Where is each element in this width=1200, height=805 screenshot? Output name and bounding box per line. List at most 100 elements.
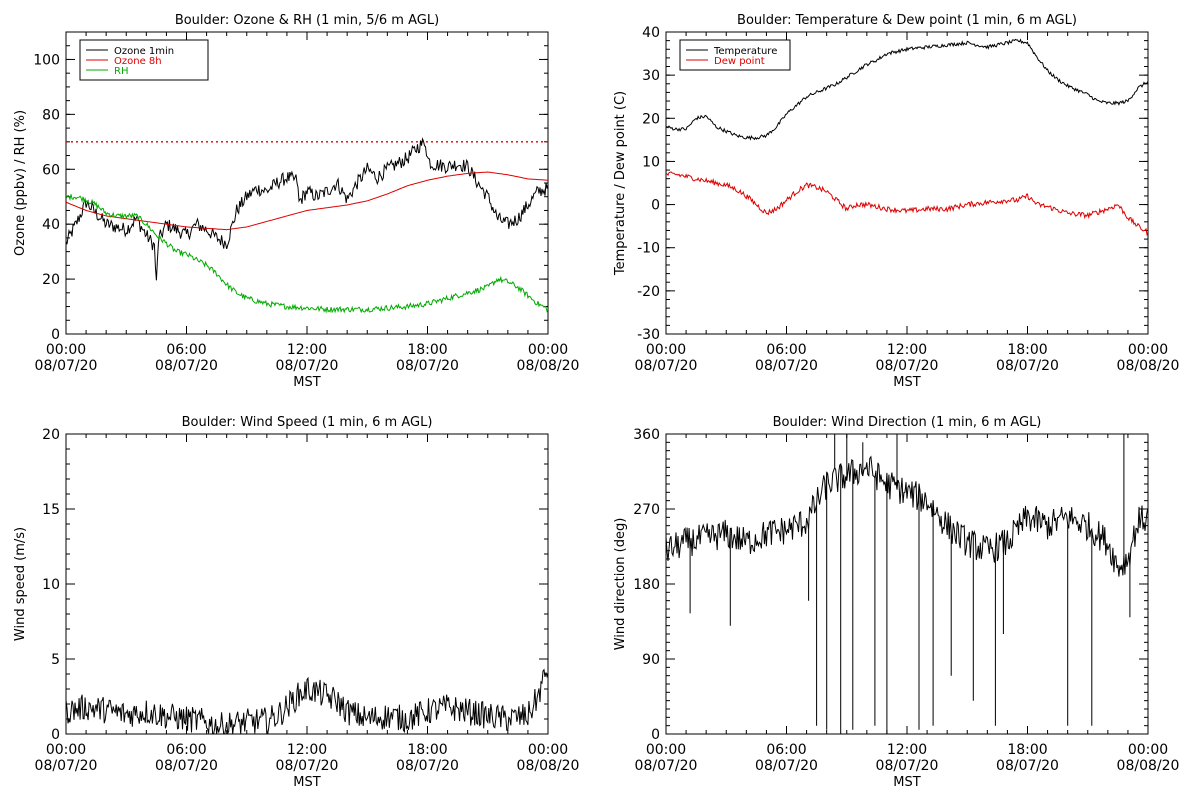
y-axis-label: Wind speed (m/s) <box>13 527 28 641</box>
y-axis-label: Ozone (ppbv) / RH (%) <box>13 110 28 256</box>
plot-area <box>66 668 548 734</box>
y-tick-label: 180 <box>633 577 660 593</box>
series-line-0 <box>66 137 548 281</box>
x-tick-date-label: 08/07/20 <box>996 758 1059 774</box>
y-tick-label: 40 <box>42 217 60 233</box>
x-axis-label: MST <box>293 375 320 390</box>
x-tick-label: 06:00 <box>766 342 806 358</box>
x-tick-label: 06:00 <box>166 342 206 358</box>
x-tick-date-label: 08/07/20 <box>876 358 939 374</box>
plot-area <box>66 137 548 314</box>
series-line-0 <box>66 668 548 734</box>
chart-panel-0: Boulder: Ozone & RH (1 min, 5/6 m AGL)00… <box>13 13 579 390</box>
y-tick-label: 60 <box>42 162 60 178</box>
x-tick-label: 00:00 <box>46 742 86 758</box>
chart-title: Boulder: Ozone & RH (1 min, 5/6 m AGL) <box>175 13 439 28</box>
x-tick-label: 00:00 <box>646 342 686 358</box>
legend-label: Temperature <box>713 46 777 57</box>
series-line-2 <box>66 194 548 314</box>
x-tick-label: 00:00 <box>646 742 686 758</box>
chart-panel-2: Boulder: Wind Speed (1 min, 6 m AGL) 00:0… <box>13 415 579 790</box>
series-line-1 <box>666 171 1148 237</box>
y-tick-label: 40 <box>642 25 660 41</box>
legend-label: Ozone 1min <box>114 46 174 57</box>
x-tick-date-label: 08/08/20 <box>1117 758 1180 774</box>
x-tick-label: 12:00 <box>287 742 327 758</box>
y-tick-label: 10 <box>642 154 660 170</box>
y-tick-label: 5 <box>51 652 60 668</box>
y-tick-label: 10 <box>42 577 60 593</box>
plot-area <box>666 38 1148 237</box>
legend-label: RH <box>114 66 128 77</box>
legend-box <box>679 39 791 71</box>
y-tick-label: -30 <box>637 327 660 343</box>
x-tick-date-label: 08/07/20 <box>35 358 98 374</box>
y-tick-label: 80 <box>42 107 60 123</box>
chart-title: Boulder: Wind Direction (1 min, 6 m AGL) <box>773 415 1042 430</box>
y-tick-label: 90 <box>642 652 660 668</box>
x-tick-date-label: 08/07/20 <box>876 758 939 774</box>
y-tick-label: 0 <box>651 198 660 214</box>
x-tick-label: 00:00 <box>1128 342 1168 358</box>
x-tick-date-label: 08/07/20 <box>996 358 1059 374</box>
x-tick-label: 12:00 <box>887 342 927 358</box>
x-tick-label: 18:00 <box>407 742 447 758</box>
y-tick-label: -10 <box>637 241 660 257</box>
y-tick-label: 0 <box>651 727 660 743</box>
y-tick-label: 20 <box>642 111 660 127</box>
chart-panel-1: Boulder: Temperature & Dew point (1 min,… <box>613 13 1179 390</box>
x-tick-date-label: 08/07/20 <box>396 758 459 774</box>
x-tick-date-label: 08/08/20 <box>1117 358 1180 374</box>
x-tick-label: 06:00 <box>766 742 806 758</box>
x-axis-label: MST <box>293 775 320 790</box>
legend-label: Ozone 8h <box>114 56 162 67</box>
x-tick-label: 18:00 <box>1007 742 1047 758</box>
x-tick-date-label: 08/07/20 <box>155 358 218 374</box>
y-tick-label: 30 <box>642 68 660 84</box>
series-line-1 <box>66 171 548 231</box>
chart-panel-3: Boulder: Wind Direction (1 min, 6 m AGL)… <box>613 415 1179 790</box>
series-line-0 <box>666 38 1148 141</box>
y-tick-label: 20 <box>42 427 60 443</box>
y-tick-label: 0 <box>51 327 60 343</box>
x-tick-date-label: 08/07/20 <box>635 358 698 374</box>
x-tick-label: 00:00 <box>528 742 568 758</box>
y-tick-label: 20 <box>42 272 60 288</box>
x-tick-label: 18:00 <box>1007 342 1047 358</box>
y-tick-label: 270 <box>633 502 660 518</box>
legend-label: Dew point <box>714 56 765 67</box>
plot-frame <box>665 433 1149 735</box>
y-tick-label: -20 <box>637 284 660 300</box>
x-tick-date-label: 08/08/20 <box>517 358 580 374</box>
x-tick-label: 12:00 <box>887 742 927 758</box>
x-tick-date-label: 08/07/20 <box>276 358 339 374</box>
series-line-0 <box>666 434 1148 734</box>
y-axis-label: Wind direction (deg) <box>613 518 628 651</box>
x-tick-date-label: 08/07/20 <box>755 358 818 374</box>
y-axis-label: Temperature / Dew point (C) <box>613 91 628 276</box>
x-tick-label: 00:00 <box>46 342 86 358</box>
x-tick-date-label: 08/07/20 <box>276 758 339 774</box>
y-tick-label: 100 <box>33 52 60 68</box>
x-tick-label: 00:00 <box>528 342 568 358</box>
plot-area <box>666 434 1148 734</box>
x-tick-date-label: 08/07/20 <box>635 758 698 774</box>
x-axis-label: MST <box>893 375 920 390</box>
x-tick-date-label: 08/08/20 <box>517 758 580 774</box>
y-tick-label: 360 <box>633 427 660 443</box>
x-tick-date-label: 08/07/20 <box>396 358 459 374</box>
x-tick-date-label: 08/07/20 <box>35 758 98 774</box>
x-tick-date-label: 08/07/20 <box>155 758 218 774</box>
x-tick-date-label: 08/07/20 <box>755 758 818 774</box>
x-tick-label: 00:00 <box>1128 742 1168 758</box>
x-tick-label: 18:00 <box>407 342 447 358</box>
y-tick-label: 0 <box>51 727 60 743</box>
y-tick-label: 15 <box>42 502 60 518</box>
chart-title: Boulder: Temperature & Dew point (1 min,… <box>737 13 1077 28</box>
x-tick-label: 06:00 <box>166 742 206 758</box>
x-tick-label: 12:00 <box>287 342 327 358</box>
chart-title: Boulder: Wind Speed (1 min, 6 m AGL) <box>182 415 433 430</box>
x-axis-label: MST <box>893 775 920 790</box>
